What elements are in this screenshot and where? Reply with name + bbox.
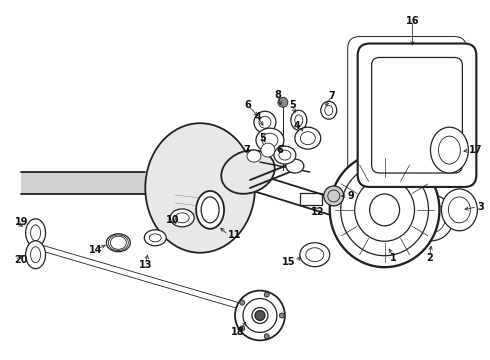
Ellipse shape xyxy=(235,291,285,340)
Ellipse shape xyxy=(431,127,468,173)
FancyBboxPatch shape xyxy=(358,44,476,187)
Text: 6: 6 xyxy=(245,100,251,110)
Ellipse shape xyxy=(30,247,41,263)
Ellipse shape xyxy=(441,189,477,231)
Circle shape xyxy=(264,292,269,297)
Ellipse shape xyxy=(110,236,126,249)
FancyBboxPatch shape xyxy=(371,58,463,173)
Text: 4: 4 xyxy=(255,112,261,122)
Ellipse shape xyxy=(145,123,255,253)
Text: 17: 17 xyxy=(469,145,483,155)
Ellipse shape xyxy=(243,298,277,332)
Text: 19: 19 xyxy=(15,217,28,227)
Ellipse shape xyxy=(295,127,321,149)
Ellipse shape xyxy=(341,164,428,256)
Text: 7: 7 xyxy=(328,91,335,101)
Text: 20: 20 xyxy=(15,255,28,265)
Ellipse shape xyxy=(448,197,470,223)
Circle shape xyxy=(255,310,265,320)
Ellipse shape xyxy=(417,203,445,233)
Text: 10: 10 xyxy=(166,215,179,225)
Ellipse shape xyxy=(175,213,189,223)
Ellipse shape xyxy=(261,143,275,157)
Ellipse shape xyxy=(369,194,399,226)
Ellipse shape xyxy=(106,234,130,252)
Ellipse shape xyxy=(410,195,453,241)
Ellipse shape xyxy=(295,115,303,126)
Text: 16: 16 xyxy=(406,15,419,26)
Ellipse shape xyxy=(262,133,278,147)
FancyBboxPatch shape xyxy=(348,37,466,180)
Ellipse shape xyxy=(330,153,440,267)
Ellipse shape xyxy=(291,110,307,130)
Text: 14: 14 xyxy=(89,245,102,255)
Circle shape xyxy=(240,300,245,305)
Text: 18: 18 xyxy=(231,327,245,337)
Ellipse shape xyxy=(111,238,125,248)
Ellipse shape xyxy=(306,248,324,262)
Ellipse shape xyxy=(221,150,275,194)
Ellipse shape xyxy=(355,179,415,241)
Text: 8: 8 xyxy=(274,90,281,100)
Circle shape xyxy=(279,313,284,318)
Text: 1: 1 xyxy=(390,253,397,263)
Ellipse shape xyxy=(300,132,315,145)
Circle shape xyxy=(240,326,245,331)
Text: 2: 2 xyxy=(426,253,433,263)
Text: 15: 15 xyxy=(282,257,296,267)
Circle shape xyxy=(328,190,340,202)
Ellipse shape xyxy=(254,111,276,133)
Ellipse shape xyxy=(201,197,219,223)
Ellipse shape xyxy=(144,230,166,246)
Circle shape xyxy=(264,334,269,339)
Ellipse shape xyxy=(149,234,161,242)
Text: 5: 5 xyxy=(290,100,296,110)
Circle shape xyxy=(278,97,288,107)
Text: 9: 9 xyxy=(348,191,354,201)
Ellipse shape xyxy=(196,191,224,229)
Text: 11: 11 xyxy=(228,230,242,240)
Ellipse shape xyxy=(300,243,330,267)
Circle shape xyxy=(324,186,343,206)
Ellipse shape xyxy=(325,105,333,115)
Ellipse shape xyxy=(30,225,41,241)
Text: 13: 13 xyxy=(139,260,152,270)
Ellipse shape xyxy=(170,209,194,227)
Text: 7: 7 xyxy=(244,145,250,155)
Text: 3: 3 xyxy=(477,202,484,212)
Text: 4: 4 xyxy=(294,121,301,131)
Text: 12: 12 xyxy=(311,207,324,217)
Text: 5: 5 xyxy=(260,133,267,143)
Ellipse shape xyxy=(25,241,46,269)
Ellipse shape xyxy=(274,146,296,164)
Ellipse shape xyxy=(321,101,337,119)
Text: 6: 6 xyxy=(276,145,283,155)
Ellipse shape xyxy=(259,116,271,128)
Ellipse shape xyxy=(108,235,128,251)
Ellipse shape xyxy=(286,159,304,173)
Ellipse shape xyxy=(256,128,284,152)
Ellipse shape xyxy=(252,307,268,323)
Ellipse shape xyxy=(25,219,46,247)
FancyBboxPatch shape xyxy=(21,172,145,194)
Ellipse shape xyxy=(279,150,291,160)
Ellipse shape xyxy=(439,136,461,164)
Ellipse shape xyxy=(247,150,261,162)
